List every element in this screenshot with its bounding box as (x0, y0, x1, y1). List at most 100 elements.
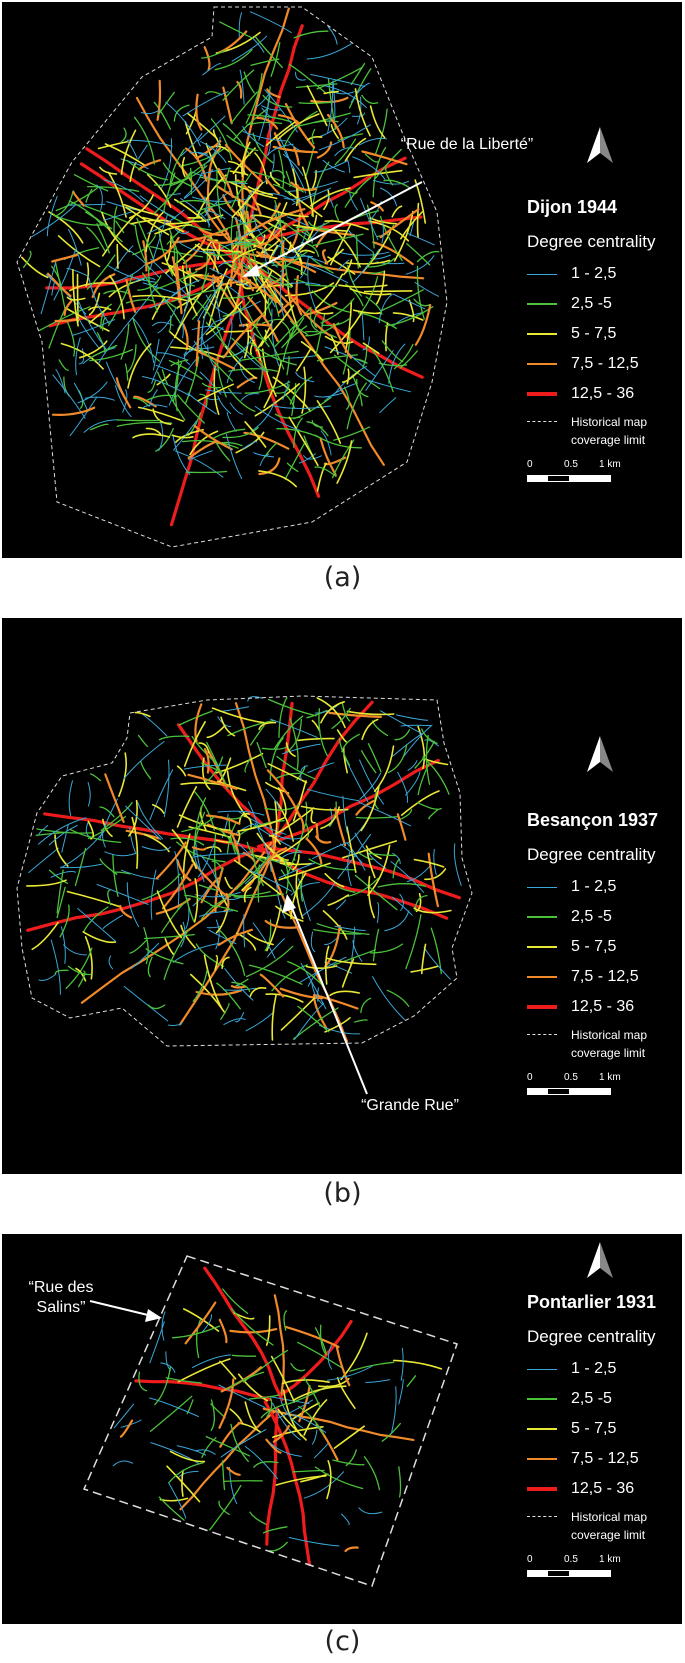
street-segment (361, 94, 379, 105)
street-segment (369, 105, 386, 139)
street-segment (413, 858, 445, 868)
street-segment (305, 263, 348, 284)
north-arrow-icon (587, 1242, 613, 1283)
street-segment (71, 319, 116, 336)
street-segment (50, 939, 61, 995)
legend-label: 5 - 7,5 (571, 938, 617, 955)
street-segment (310, 187, 351, 207)
street-segment (54, 969, 69, 975)
street-segment (187, 392, 217, 415)
north-arrow-icon (587, 127, 613, 168)
street-segment (422, 756, 450, 795)
main-road (241, 7, 290, 256)
street-segment (305, 837, 323, 865)
street-segment (333, 426, 371, 441)
street-segment (177, 286, 191, 331)
street-segment (176, 841, 226, 863)
street-segment (99, 166, 118, 175)
street-segment (343, 188, 358, 195)
street-segment (332, 80, 336, 120)
coverage-limit-dijon (16, 6, 448, 548)
street-segment (243, 210, 250, 240)
scale-label: 0 (527, 459, 533, 470)
street-segment (191, 325, 225, 331)
street-segment (355, 815, 399, 819)
street-segment (61, 926, 66, 964)
street-segment (291, 1414, 327, 1433)
street-segment (392, 1359, 443, 1370)
street-segment (199, 228, 230, 237)
annotation-rue-de-la-liberte: “Rue de la Liberté” (400, 136, 534, 153)
street-segment (372, 928, 380, 962)
street-segment (226, 356, 243, 384)
street-segment (89, 423, 109, 431)
street-segment (265, 120, 298, 146)
street-segment (195, 943, 225, 968)
street-segment (247, 932, 274, 946)
street-segment (151, 804, 165, 814)
street-segment (203, 748, 210, 774)
street-segment (398, 1378, 404, 1405)
coverage-limit-label: Historical map coverage limit (571, 1028, 648, 1060)
street-segment (334, 138, 357, 166)
street-segment (53, 248, 77, 301)
street-segment (247, 869, 292, 892)
street-segment (126, 344, 137, 373)
street-segment (194, 891, 241, 898)
legend-item: 12,5 - 36 (527, 1474, 682, 1504)
street-segment (259, 192, 296, 203)
street-segment (265, 1315, 271, 1346)
scale-bar: 0 0.5 1 km (527, 1554, 682, 1588)
street-segment (112, 853, 119, 897)
street-segment (66, 320, 76, 357)
street-segment (211, 279, 222, 325)
street-segment (183, 274, 203, 282)
street-segment (254, 822, 272, 872)
street-segment (196, 201, 232, 213)
street-segment (228, 387, 256, 412)
street-segment (211, 860, 224, 872)
street-segment (50, 871, 77, 878)
street-segment (222, 291, 263, 299)
street-segment (172, 359, 180, 402)
street-segment (307, 762, 335, 773)
street-segment (342, 795, 348, 833)
street-segment (347, 851, 352, 887)
street-segment (293, 146, 300, 166)
street-segment (414, 179, 427, 224)
street-segment (386, 989, 410, 1007)
street-segment (242, 261, 276, 308)
street-segment (360, 997, 372, 1014)
street-segment (217, 810, 265, 816)
street-segment (405, 255, 435, 275)
street-segment (261, 107, 272, 118)
street-segment (281, 1379, 330, 1385)
street-segment (233, 332, 256, 356)
street-segment (421, 728, 438, 745)
street-segment (263, 360, 282, 409)
street-segment (372, 976, 406, 1021)
street-segment (193, 298, 225, 348)
scale-label: 0.5 (564, 1554, 578, 1565)
street-segment (48, 211, 84, 244)
street-segment (183, 764, 227, 770)
street-segment (169, 148, 185, 185)
scale-label: 1 km (599, 1554, 621, 1565)
street-segment (198, 884, 219, 891)
street-segment (274, 772, 301, 780)
street-segment (385, 164, 394, 186)
street-segment (256, 270, 273, 293)
street-segment (120, 869, 159, 880)
street-segment (226, 134, 259, 152)
street-segment (315, 314, 326, 356)
street-segment (305, 283, 338, 287)
street-segment (222, 194, 240, 217)
street-segment (128, 194, 154, 219)
street-segment (297, 737, 335, 742)
street-segment (331, 707, 351, 730)
street-segment (242, 441, 258, 450)
street-segment (354, 88, 371, 137)
street-segment (273, 405, 331, 409)
street-segment (361, 150, 408, 166)
street-segment (102, 214, 136, 257)
